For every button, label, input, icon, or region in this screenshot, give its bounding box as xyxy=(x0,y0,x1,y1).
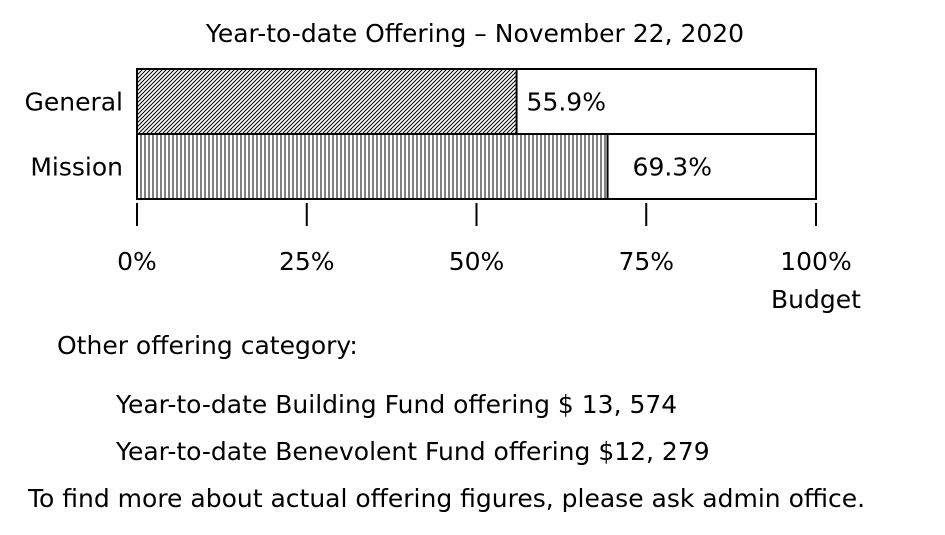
bar-mission xyxy=(136,133,609,200)
x-tick-label: 50% xyxy=(449,247,505,276)
value-label-general: 55.9% xyxy=(527,88,606,117)
x-tick-label: 100% xyxy=(780,247,851,276)
x-tick-label: 75% xyxy=(618,247,674,276)
other-category-heading: Other offering category: xyxy=(57,331,358,360)
value-label-mission: 69.3% xyxy=(633,153,712,182)
offering-bar-chart: Year-to-date Offering – November 22, 202… xyxy=(24,19,861,314)
category-label-mission: Mission xyxy=(30,153,123,182)
x-tick-label: 25% xyxy=(279,247,335,276)
x-axis-label: Budget xyxy=(771,285,861,314)
bar-general xyxy=(136,68,518,135)
footer-note: To find more about actual offering figur… xyxy=(28,484,866,513)
category-label-general: General xyxy=(24,88,123,117)
building-fund-line: Year-to-date Building Fund offering $ 13… xyxy=(116,390,678,419)
x-tick-label: 0% xyxy=(117,247,157,276)
chart-title: Year-to-date Offering – November 22, 202… xyxy=(205,19,744,48)
benevolent-fund-line: Year-to-date Benevolent Fund offering $1… xyxy=(116,437,710,466)
